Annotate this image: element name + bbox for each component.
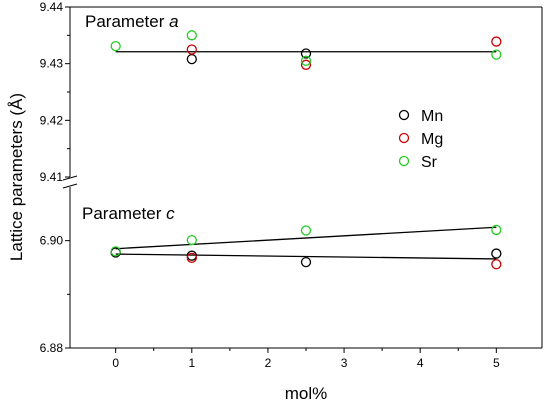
- x-tick-label: 3: [341, 356, 348, 370]
- x-tick-label: 5: [493, 356, 500, 370]
- data-point-sr: [110, 246, 121, 257]
- data-point-mn: [186, 53, 197, 65]
- data-point-sr: [491, 49, 502, 60]
- y-tick-label: 9.41: [40, 170, 64, 184]
- y-tick-label: 9.44: [40, 0, 64, 14]
- y-tick-label: 9.43: [40, 57, 64, 71]
- legend-marker-mg: [398, 132, 410, 144]
- x-axis-title: mol%: [285, 384, 328, 403]
- panel-a-label: Parameter a: [85, 12, 179, 31]
- x-tick-label: 2: [265, 356, 272, 370]
- data-point-mg: [186, 252, 197, 263]
- legend-label-mg: Mg: [421, 131, 443, 148]
- fit-line: [115, 226, 497, 250]
- x-tick-label: 4: [417, 356, 424, 370]
- data-point-mg: [186, 44, 197, 55]
- y-tick-label: 6.88: [40, 341, 64, 355]
- data-points: [110, 30, 502, 270]
- data-point-mn: [300, 256, 312, 268]
- x-axis-ticks: 0 1 2 3 4 5: [112, 348, 500, 370]
- data-point-sr: [491, 224, 502, 236]
- legend-label-sr: Sr: [421, 154, 438, 171]
- y-axis-title: Lattice parameters (Å): [7, 93, 26, 261]
- fit-lines: [115, 51, 497, 260]
- legend-label-mn: Mn: [421, 108, 443, 125]
- data-point-mg: [491, 36, 502, 47]
- axis-break-marker: [62, 175, 78, 189]
- fit-line: [115, 253, 497, 260]
- data-point-mg: [491, 259, 502, 270]
- legend-marker-sr: [398, 155, 410, 167]
- data-point-mn: [300, 48, 312, 59]
- legend-marker-mn: [398, 109, 410, 121]
- data-point-sr: [186, 234, 197, 246]
- data-point-sr: [110, 40, 121, 52]
- x-tick-label: 1: [188, 356, 195, 370]
- y-tick-label: 9.42: [40, 113, 64, 127]
- y-tick-label: 6.90: [40, 234, 64, 248]
- y-axis-ticks: 9.41 9.42 9.43 9.44 6.88 6.90: [40, 0, 70, 355]
- data-point-mg: [300, 59, 312, 70]
- legend: Mn Mg Sr: [398, 108, 443, 171]
- data-point-mn: [491, 248, 502, 259]
- data-point-sr: [186, 30, 197, 41]
- x-tick-label: 0: [112, 356, 119, 370]
- data-point-sr: [300, 55, 312, 66]
- data-point-sr: [300, 225, 312, 236]
- panel-c-label: Parameter c: [82, 204, 175, 223]
